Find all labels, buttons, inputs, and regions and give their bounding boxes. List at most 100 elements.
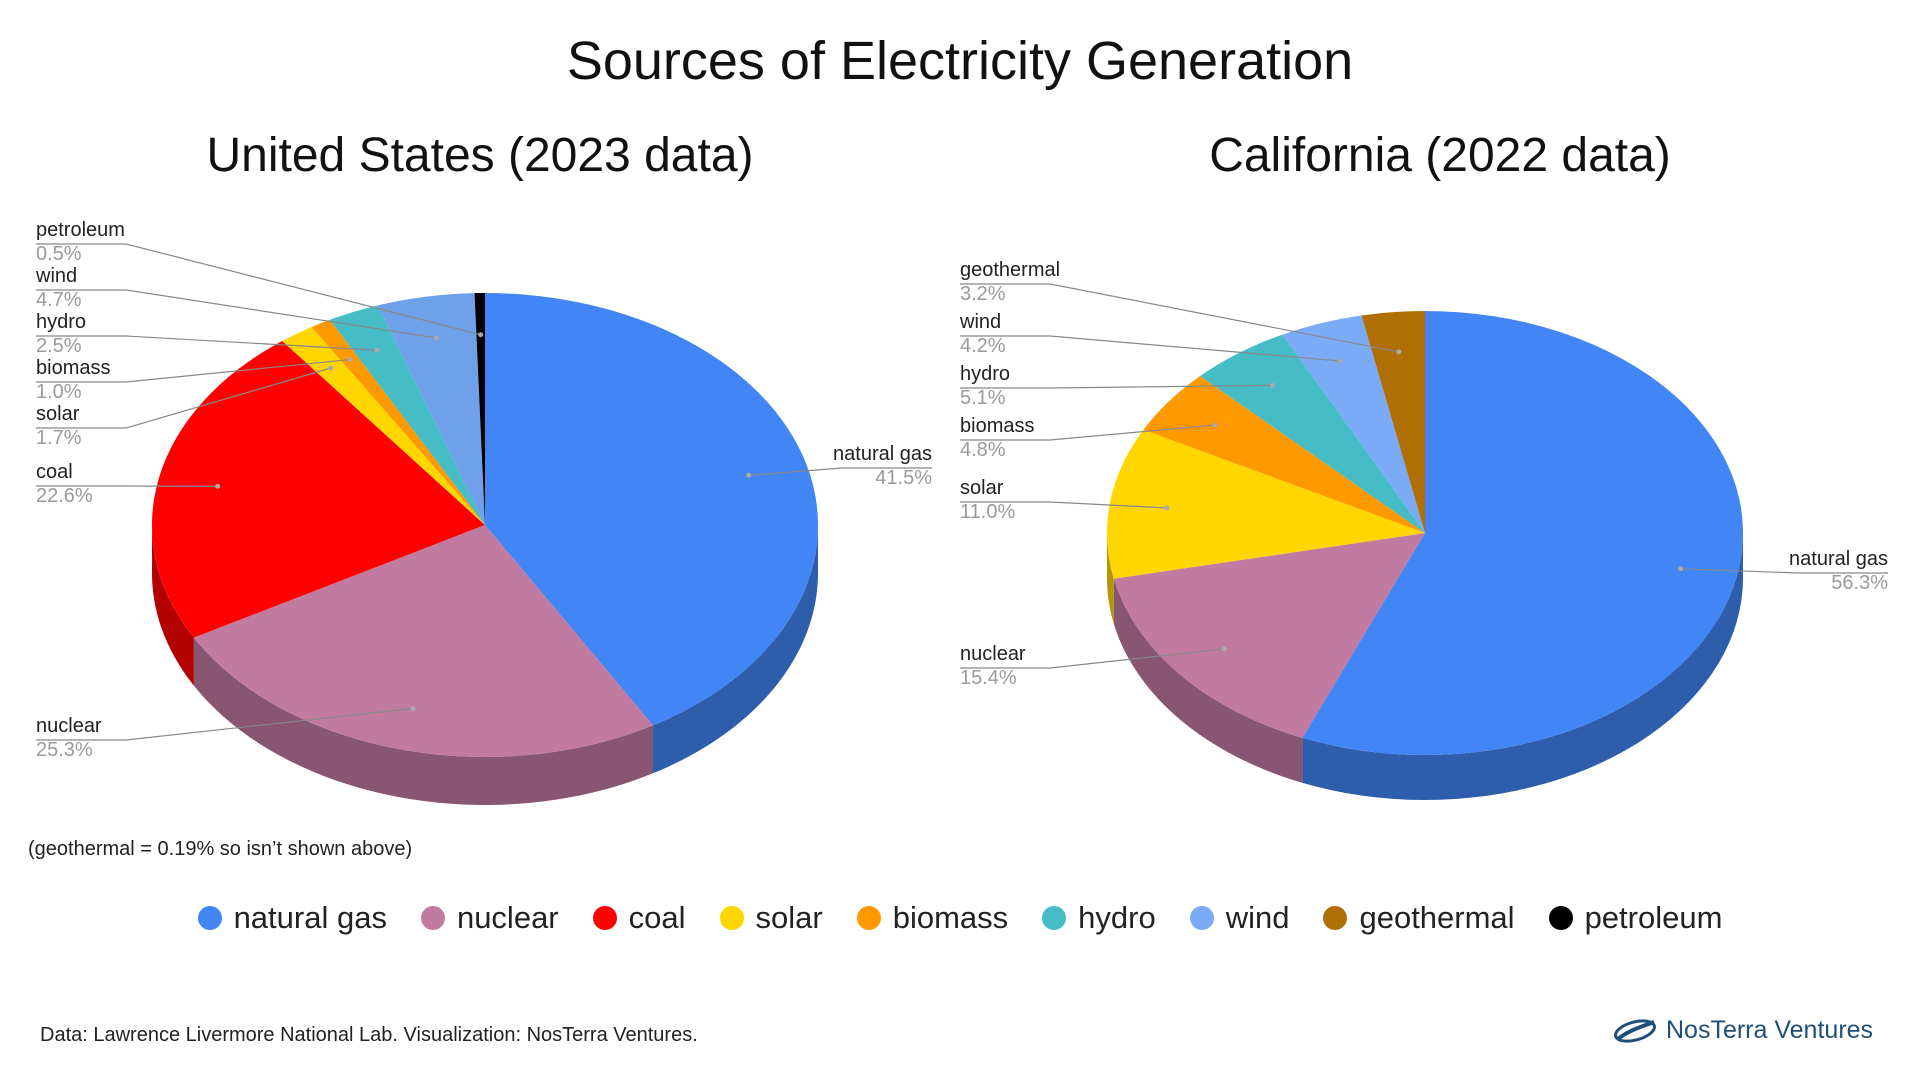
pie-slice-biomass xyxy=(311,319,485,525)
pie-slice-nuclear xyxy=(193,525,654,757)
slice-label-nuclear: nuclear xyxy=(960,643,1026,665)
leader-dot xyxy=(1221,646,1227,652)
nosterra-logo: NosTerra Ventures xyxy=(1612,1016,1873,1045)
logo-icon xyxy=(1614,1018,1656,1043)
pie-slice-natural-gas xyxy=(485,293,818,726)
legend-label: geothermal xyxy=(1359,900,1515,935)
slice-value-wind: 4.2% xyxy=(960,335,1006,357)
leader-dot xyxy=(1337,358,1343,364)
leader-dot xyxy=(374,347,380,353)
slice-label-wind: wind xyxy=(959,311,1001,333)
slice-value-nuclear: 15.4% xyxy=(960,667,1017,689)
legend-item-nuclear: nuclear xyxy=(420,900,559,936)
slice-value-petroleum: 0.5% xyxy=(36,243,82,265)
leader-line xyxy=(748,467,932,476)
pie-slice-biomass xyxy=(1143,376,1425,533)
leader-dot xyxy=(1212,422,1218,428)
leader-line xyxy=(36,335,378,351)
legend-swatch xyxy=(420,906,445,930)
pie-side-natural-gas xyxy=(1302,533,1743,800)
slice-value-nuclear: 25.3% xyxy=(36,739,93,761)
leader-line xyxy=(960,424,1216,441)
legend-swatch xyxy=(197,906,222,930)
slice-label-petroleum: petroleum xyxy=(36,219,125,241)
leader-dot xyxy=(328,365,334,371)
pie-slice-wind xyxy=(1282,315,1425,533)
leader-dot xyxy=(433,335,439,341)
slice-value-biomass: 4.8% xyxy=(960,439,1006,461)
leader-dot xyxy=(1269,382,1275,388)
slice-label-hydro: hydro xyxy=(960,363,1010,385)
leader-line xyxy=(960,648,1225,669)
legend-item-hydro: hydro xyxy=(1042,900,1156,936)
leader-line xyxy=(960,501,1167,509)
ca-chart-title: California (2022 data) xyxy=(1209,129,1671,182)
legend-label: hydro xyxy=(1078,900,1156,935)
legend-label: petroleum xyxy=(1584,900,1723,935)
legend-item-petroleum: petroleum xyxy=(1548,900,1723,936)
slice-label-solar: solar xyxy=(960,477,1004,499)
pie-slice-coal xyxy=(152,340,486,638)
slice-label-solar: solar xyxy=(36,403,80,425)
leader-line xyxy=(36,367,331,429)
legend-label: coal xyxy=(628,900,686,935)
pie-side-natural-gas xyxy=(653,525,818,774)
pie-slice-geothermal xyxy=(1361,311,1425,533)
legend-item-geothermal: geothermal xyxy=(1323,900,1515,936)
slice-label-biomass: biomass xyxy=(960,415,1034,437)
slice-label-geothermal: geothermal xyxy=(960,259,1060,281)
leader-dot xyxy=(1396,349,1402,355)
leader-line xyxy=(36,289,437,339)
pie-slice-hydro xyxy=(329,305,485,525)
pie-side-nuclear xyxy=(1113,578,1303,783)
legend-item-biomass: biomass xyxy=(856,900,1009,936)
legend-item-solar: solar xyxy=(719,900,823,936)
leader-line xyxy=(36,358,351,383)
slice-value-wind: 4.7% xyxy=(36,289,82,311)
legend-label: wind xyxy=(1225,900,1290,935)
main-title: Sources of Electricity Generation xyxy=(566,31,1354,91)
footnote: (geothermal = 0.19% so isn’t shown above… xyxy=(28,838,413,860)
slice-value-geothermal: 3.2% xyxy=(960,283,1006,305)
source-credit: Data: Lawrence Livermore National Lab. V… xyxy=(40,1024,698,1046)
legend-swatch xyxy=(719,906,744,930)
pie-side-coal xyxy=(152,525,194,686)
slice-value-solar: 11.0% xyxy=(960,501,1015,523)
pie-slice-solar xyxy=(282,326,485,525)
leader-line xyxy=(960,283,1399,353)
leader-dot xyxy=(478,332,484,338)
leader-line xyxy=(1680,568,1888,574)
legend-item-wind: wind xyxy=(1189,900,1290,936)
legend-label: biomass xyxy=(892,900,1009,935)
pie-slice-hydro xyxy=(1200,334,1425,533)
slice-label-hydro: hydro xyxy=(36,311,86,333)
slice-label-biomass: biomass xyxy=(36,357,110,379)
us-chart-title: United States (2023 data) xyxy=(206,129,754,182)
slice-value-natural-gas: 56.3% xyxy=(1831,572,1888,594)
legend-swatch xyxy=(1042,906,1067,930)
pie-side-nuclear xyxy=(193,637,654,805)
leader-line xyxy=(960,335,1340,362)
pie-side-solar xyxy=(1107,533,1114,624)
pie-slice-wind xyxy=(377,293,485,525)
legend-label: solar xyxy=(755,900,823,935)
leader-line xyxy=(36,243,481,336)
legend-swatch xyxy=(1323,906,1348,930)
slice-value-hydro: 2.5% xyxy=(36,335,82,357)
legend-item-coal: coal xyxy=(592,900,686,936)
legend-swatch xyxy=(1189,906,1214,930)
legend-swatch xyxy=(856,906,881,930)
leader-dot xyxy=(410,705,416,711)
pie-slice-solar xyxy=(1107,429,1425,579)
legend-label: nuclear xyxy=(456,900,559,935)
slice-value-coal: 22.6% xyxy=(36,485,93,507)
pie-slice-nuclear xyxy=(1113,533,1425,738)
pie-slice-natural-gas xyxy=(1302,311,1743,755)
legend-item-natural-gas: natural gas xyxy=(197,900,387,936)
slice-value-natural-gas: 41.5% xyxy=(875,467,932,489)
leader-dot xyxy=(347,357,353,363)
slice-value-hydro: 5.1% xyxy=(960,387,1006,409)
slice-value-solar: 1.7% xyxy=(36,427,82,449)
